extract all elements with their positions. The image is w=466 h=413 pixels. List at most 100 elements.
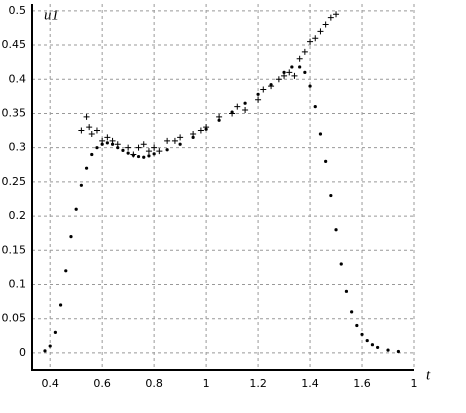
plus-marker xyxy=(130,151,137,158)
plus-marker xyxy=(322,21,329,28)
y-tick-label: 0.1 xyxy=(9,277,27,290)
plus-marker xyxy=(151,144,158,151)
dot-marker xyxy=(318,132,323,136)
y-tick-label: 0.25 xyxy=(2,175,27,188)
dot-marker xyxy=(48,344,52,348)
dot-marker xyxy=(178,142,182,146)
dot-marker xyxy=(116,146,120,150)
dot-marker xyxy=(344,289,349,293)
plus-marker xyxy=(291,72,298,79)
x-tick-label: 0.6 xyxy=(93,377,111,390)
x-tick-label: 1.4 xyxy=(301,377,319,390)
plus-marker xyxy=(190,130,197,137)
dot-marker xyxy=(282,70,286,75)
plus-marker xyxy=(234,103,241,110)
plus-marker xyxy=(286,69,293,76)
y-tick-label: 0 xyxy=(19,346,26,359)
dot-marker xyxy=(79,183,83,187)
dot-marker xyxy=(334,228,338,232)
dot-marker xyxy=(329,193,333,198)
plus-marker xyxy=(296,55,303,62)
dot-marker xyxy=(90,152,94,157)
dot-marker xyxy=(84,166,89,170)
plus-marker xyxy=(145,148,152,155)
dot-marker xyxy=(121,148,125,152)
plus-marker xyxy=(203,124,210,131)
x-tick-label: 1.2 xyxy=(249,377,267,390)
plus-marker xyxy=(275,76,282,83)
dot-marker xyxy=(191,135,195,140)
y-tick-label: 0.3 xyxy=(9,141,27,154)
dot-marker xyxy=(386,348,390,352)
dot-marker xyxy=(365,338,369,343)
plus-marker xyxy=(125,144,132,151)
dot-marker xyxy=(100,142,104,146)
dot-marker xyxy=(308,84,312,88)
dot-marker xyxy=(58,303,63,307)
y-tick-label: 0.5 xyxy=(9,4,27,17)
y-tick-label: 0.35 xyxy=(2,106,27,119)
plus-marker xyxy=(327,14,334,21)
y-tick-label: 0.15 xyxy=(2,243,27,256)
plus-marker xyxy=(216,113,223,120)
dot-marker xyxy=(350,310,354,314)
plus-marker xyxy=(333,11,340,18)
dot-marker xyxy=(303,70,307,75)
y-tick-label: 0.4 xyxy=(9,72,27,85)
dot-marker xyxy=(152,152,156,156)
dot-marker xyxy=(217,118,221,122)
dot-marker xyxy=(370,343,375,347)
y-axis-label: u1 xyxy=(44,7,59,23)
plus-marker xyxy=(83,113,90,120)
plus-marker xyxy=(93,127,100,134)
y-tick-label: 0.45 xyxy=(2,38,27,51)
dot-marker xyxy=(64,269,68,273)
x-axis-label: t xyxy=(426,367,431,383)
dot-marker xyxy=(355,323,359,328)
plus-marker xyxy=(99,137,106,144)
dot-marker xyxy=(142,155,146,159)
plus-marker xyxy=(104,134,111,141)
dot-marker xyxy=(69,234,73,239)
dot-marker xyxy=(324,159,328,163)
dot-marker xyxy=(95,146,99,150)
plus-marker xyxy=(312,35,319,42)
plus-marker xyxy=(260,86,267,93)
dot-marker xyxy=(290,65,294,69)
x-tick-label: 1 xyxy=(411,377,418,390)
x-tick-label: 0.8 xyxy=(145,377,163,390)
plus-marker xyxy=(177,134,184,141)
dot-marker xyxy=(53,330,57,334)
plus-marker xyxy=(88,130,95,137)
plus-marker xyxy=(255,96,262,103)
x-tick-label: 1 xyxy=(203,377,210,390)
dot-marker xyxy=(74,207,78,211)
dot-marker xyxy=(376,345,380,350)
plus-marker xyxy=(242,107,249,114)
plus-marker xyxy=(281,72,288,79)
dot-marker xyxy=(110,142,115,146)
dot-marker xyxy=(360,332,364,337)
plus-marker xyxy=(229,110,236,117)
y-tick-label: 0.2 xyxy=(9,209,27,222)
x-tick-label: 1.6 xyxy=(353,377,371,390)
plus-marker xyxy=(164,137,171,144)
dot-marker xyxy=(339,262,343,266)
plus-marker xyxy=(78,127,85,134)
dot-marker xyxy=(43,349,47,353)
dot-marker xyxy=(298,65,302,69)
plus-marker xyxy=(156,148,163,155)
plus-marker xyxy=(109,137,116,144)
plus-marker xyxy=(140,141,147,148)
plus-marker xyxy=(268,83,275,90)
plus-marker xyxy=(86,124,93,131)
plus-marker xyxy=(135,144,142,151)
dot-marker xyxy=(126,151,130,155)
dot-marker xyxy=(256,92,260,96)
dot-marker xyxy=(136,154,141,159)
y-tick-label: 0.05 xyxy=(2,312,27,325)
plus-marker xyxy=(307,38,314,45)
dot-marker xyxy=(243,101,247,105)
plus-marker xyxy=(171,137,178,144)
